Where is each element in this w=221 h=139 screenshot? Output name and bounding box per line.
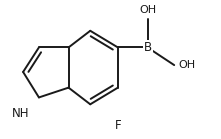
Text: NH: NH [11,107,29,120]
Text: OH: OH [139,5,156,15]
Text: F: F [115,119,121,132]
Text: OH: OH [178,60,195,70]
Text: B: B [143,41,152,54]
